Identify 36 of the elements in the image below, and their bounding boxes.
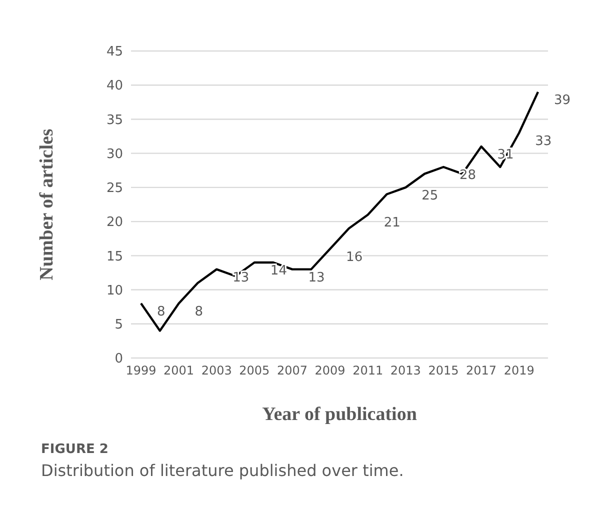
data-label: 14 bbox=[270, 263, 287, 278]
data-label: 13 bbox=[232, 270, 250, 286]
x-tick-label: 2001 bbox=[164, 364, 194, 378]
x-tick-label: 2007 bbox=[276, 364, 308, 378]
x-tick-label: 2019 bbox=[504, 364, 534, 378]
y-axis-title: Number of articles bbox=[36, 128, 58, 280]
x-tick-label: 2017 bbox=[466, 364, 497, 378]
data-label: 21 bbox=[384, 216, 400, 231]
data-label: 39 bbox=[554, 92, 571, 108]
data-label: 28 bbox=[459, 168, 476, 183]
y-tick-label: 25 bbox=[106, 181, 123, 196]
y-tick-label: 15 bbox=[106, 249, 123, 264]
x-tick-label: 1999 bbox=[126, 364, 156, 378]
x-tick-label: 2011 bbox=[352, 364, 384, 378]
x-tick-label: 2009 bbox=[314, 364, 346, 378]
caption: FIGURE 2 bbox=[41, 442, 110, 457]
x-tick-label: 2013 bbox=[390, 364, 421, 378]
y-tick-label: 5 bbox=[114, 318, 123, 333]
y-tick-label: 0 bbox=[114, 352, 123, 367]
x-axis-title: Year of publication bbox=[262, 404, 418, 425]
data-label: 8 bbox=[194, 304, 204, 320]
data-label: 8 bbox=[157, 304, 166, 320]
x-tick-label: 2003 bbox=[201, 364, 232, 378]
x-tick-label: 2015 bbox=[428, 364, 459, 378]
y-tick-label: 35 bbox=[106, 112, 123, 128]
data-label: 13 bbox=[308, 270, 325, 286]
data-label: 16 bbox=[346, 250, 363, 265]
data-label: 25 bbox=[422, 188, 438, 204]
y-tick-label: 40 bbox=[106, 78, 123, 94]
data-label: 33 bbox=[535, 134, 552, 149]
y-tick-label: 10 bbox=[106, 283, 123, 298]
x-tick-label: 2005 bbox=[239, 364, 270, 378]
y-tick-label: 45 bbox=[106, 44, 123, 60]
text: Distribution of literature published over time. bbox=[41, 461, 405, 480]
y-tick-label: 20 bbox=[106, 215, 123, 230]
y-tick-label: 30 bbox=[106, 146, 123, 162]
